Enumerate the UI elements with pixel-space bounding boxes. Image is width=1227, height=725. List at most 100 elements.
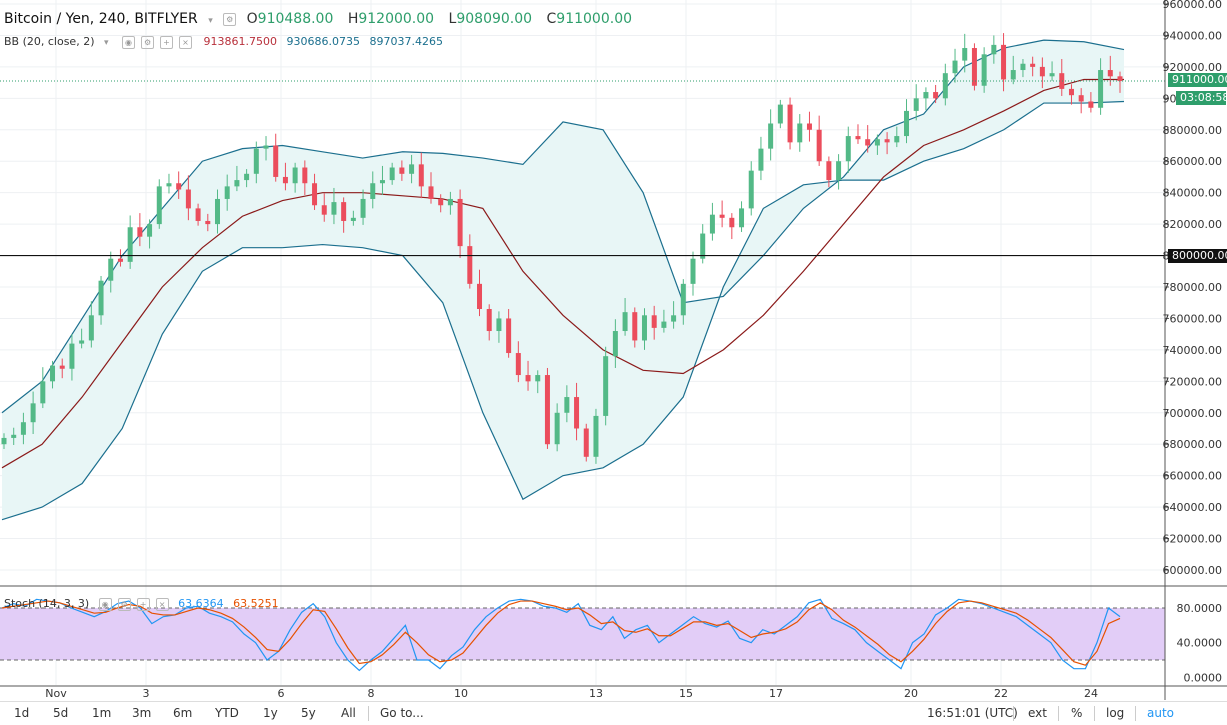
ohlc-low-value: 908090.00 xyxy=(456,11,533,27)
candle-body xyxy=(486,309,492,332)
candle-body xyxy=(913,98,919,111)
eye-icon[interactable]: ◉ xyxy=(122,35,136,49)
toolbar-divider xyxy=(1094,706,1095,721)
candle-body xyxy=(525,375,531,382)
stoch-label[interactable]: Stoch (14, 3, 3) xyxy=(4,597,90,610)
range-1y[interactable]: 1y xyxy=(263,706,278,720)
candle-body xyxy=(447,198,453,206)
candle-body xyxy=(214,198,220,225)
candle-body xyxy=(224,186,230,199)
candle-body xyxy=(40,381,46,404)
ohlc-open-label: O xyxy=(246,11,258,27)
candle-body xyxy=(477,283,483,310)
close-icon[interactable]: × xyxy=(179,35,193,49)
candle-body xyxy=(1078,95,1084,102)
eye-icon[interactable]: ◉ xyxy=(98,597,112,611)
candle-body xyxy=(496,318,502,332)
range-1d[interactable]: 1d xyxy=(14,706,30,720)
x-tick-label: 20 xyxy=(904,687,918,700)
clock-text[interactable]: 16:51:01 (UTC) xyxy=(927,706,1018,720)
stoch-d-value: 63.5251 xyxy=(233,597,279,610)
y-tick-label: 700000.00 xyxy=(1163,407,1223,420)
candle-body xyxy=(680,283,686,316)
candle-body xyxy=(884,139,890,143)
log-toggle[interactable]: log xyxy=(1106,706,1125,720)
range-ytd[interactable]: YTD xyxy=(215,706,239,720)
stoch-tick-label: 40.0000 xyxy=(1177,637,1223,650)
ext-toggle[interactable]: ext xyxy=(1028,706,1047,720)
candle-body xyxy=(389,167,395,181)
candle-body xyxy=(904,110,910,137)
x-tick-label: 8 xyxy=(368,687,375,700)
chevron-down-icon[interactable]: ▾ xyxy=(208,16,213,26)
symbol-title[interactable]: Bitcoin / Yen, 240, BITFLYER xyxy=(4,11,198,27)
candle-body xyxy=(166,183,172,187)
candle-body xyxy=(768,123,774,149)
candle-body xyxy=(428,186,434,199)
close-icon[interactable]: × xyxy=(155,597,169,611)
candle-body xyxy=(535,375,541,382)
candle-body xyxy=(176,183,182,190)
candle-body xyxy=(1068,88,1074,96)
candle-body xyxy=(467,246,473,284)
stoch-tick-label: 0.0000 xyxy=(1184,671,1223,684)
symbol-header: Bitcoin / Yen, 240, BITFLYER ▾ ⚙ O910488… xyxy=(4,11,642,27)
range-6m[interactable]: 6m xyxy=(173,706,193,720)
candle-body xyxy=(1117,76,1123,82)
candle-body xyxy=(593,415,599,457)
y-tick-label: 760000.00 xyxy=(1163,312,1223,325)
range-1m[interactable]: 1m xyxy=(92,706,112,720)
range-5d[interactable]: 5d xyxy=(53,706,69,720)
range-3m[interactable]: 3m xyxy=(132,706,152,720)
candle-body xyxy=(758,148,764,171)
candle-body xyxy=(20,422,26,435)
x-tick-label: 17 xyxy=(769,687,783,700)
ohlc-high-label: H xyxy=(347,11,359,27)
range-5y[interactable]: 5y xyxy=(301,706,316,720)
add-icon[interactable]: + xyxy=(160,35,174,49)
range-all[interactable]: All xyxy=(341,706,356,720)
candle-body xyxy=(147,224,153,237)
candle-body xyxy=(729,217,735,228)
candle-body xyxy=(457,198,463,247)
candle-body xyxy=(185,189,191,209)
candle-body xyxy=(709,214,715,234)
candle-body xyxy=(651,315,657,328)
candle-body xyxy=(59,365,65,369)
candle-body xyxy=(700,233,706,259)
candle-body xyxy=(108,258,114,281)
goto-button[interactable]: Go to... xyxy=(380,706,424,720)
countdown-tag: 03:08:58 xyxy=(1176,91,1227,105)
y-tick-label: 820000.00 xyxy=(1163,218,1223,231)
x-tick-label: 6 xyxy=(278,687,285,700)
x-tick-label: 13 xyxy=(589,687,603,700)
bb-label[interactable]: BB (20, close, 2) xyxy=(4,35,95,48)
add-icon[interactable]: + xyxy=(136,597,150,611)
stoch-legend: Stoch (14, 3, 3) ◉ ⚙ + × 63.6364 63.5251 xyxy=(4,597,285,611)
stoch-k-line xyxy=(1,598,1121,672)
candle-body xyxy=(438,198,444,206)
toolbar-divider xyxy=(368,706,369,721)
percent-toggle[interactable]: % xyxy=(1071,706,1083,720)
settings-icon[interactable]: ⚙ xyxy=(117,597,131,611)
candle-body xyxy=(564,397,570,413)
y-tick-label: 600000.00 xyxy=(1163,564,1223,577)
toolbar-divider xyxy=(1058,706,1059,721)
candle-body xyxy=(865,139,871,146)
settings-icon[interactable]: ⚙ xyxy=(223,12,237,26)
candles xyxy=(1,33,1123,464)
candle-body xyxy=(50,365,56,382)
candle-body xyxy=(418,164,424,187)
ohlc-low-label: L xyxy=(448,11,457,27)
bottom-toolbar: 1d 5d 1m 3m 6m YTD 1y 5y All Go to... 16… xyxy=(0,701,1227,725)
candle-body xyxy=(719,214,725,218)
candle-body xyxy=(379,180,385,184)
settings-icon[interactable]: ⚙ xyxy=(141,35,155,49)
candle-body xyxy=(671,315,677,322)
candle-body xyxy=(1001,44,1007,80)
bb-upper-line xyxy=(1,39,1125,414)
ohlc-open-value: 910488.00 xyxy=(257,11,334,27)
chevron-down-icon[interactable]: ▾ xyxy=(104,38,109,48)
auto-toggle[interactable]: auto xyxy=(1147,706,1175,720)
